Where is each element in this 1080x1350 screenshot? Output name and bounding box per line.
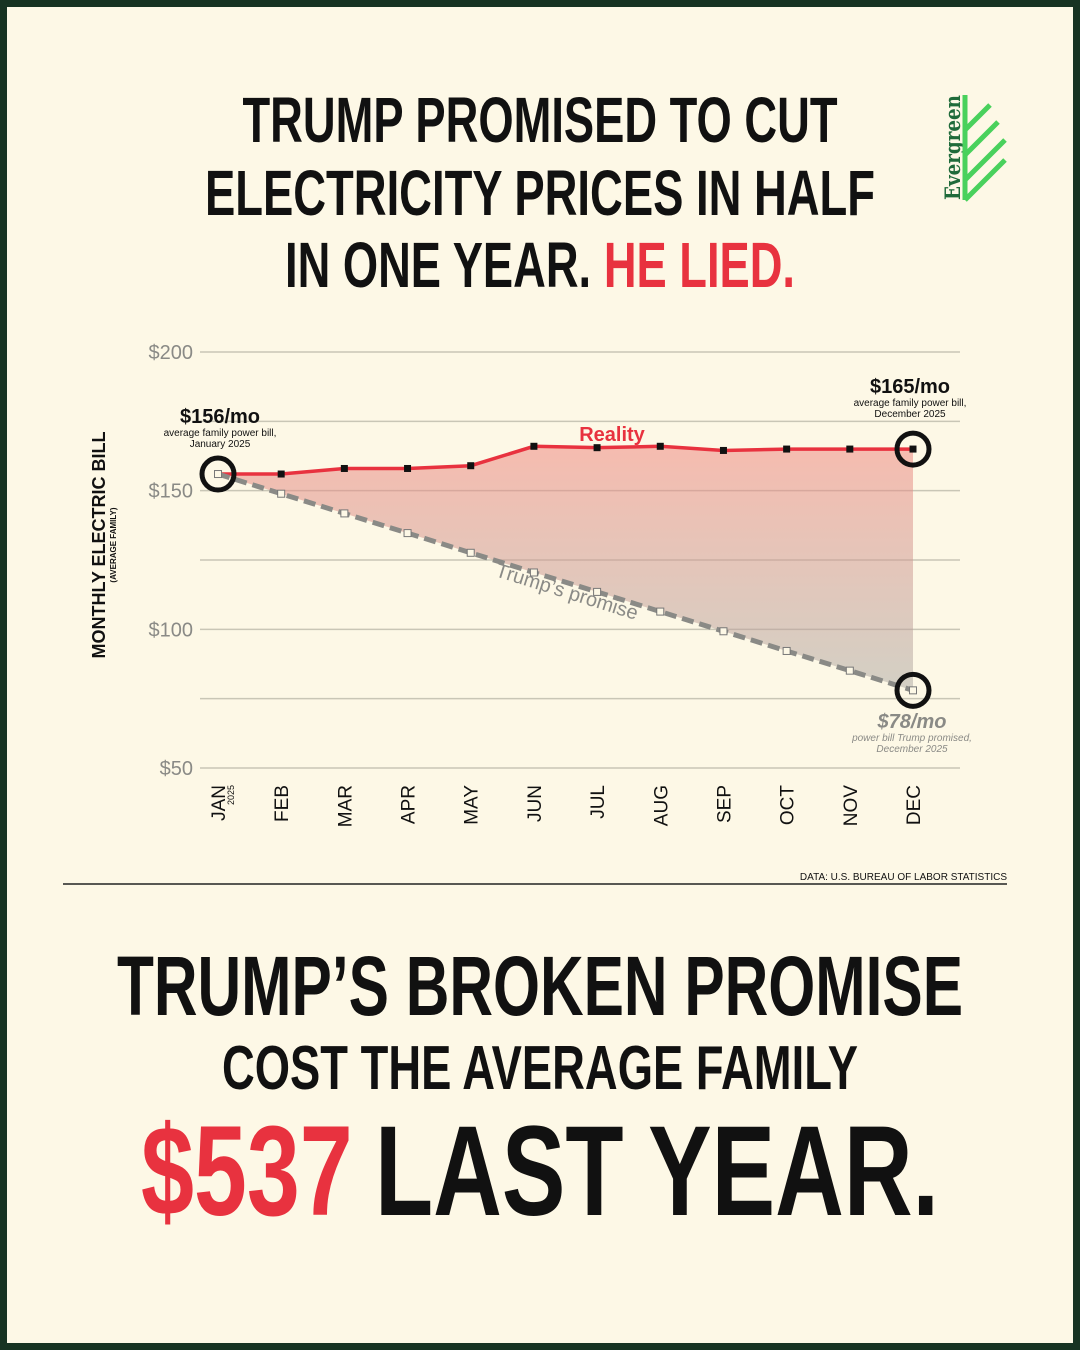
source: DATA: U.S. BUREAU OF LABOR STATISTICS	[800, 872, 1007, 883]
x-tick-label: OCT	[778, 785, 799, 826]
bottom-message: TRUMP’S BROKEN PROMISE COST THE AVERAGE …	[117, 939, 963, 1243]
point	[909, 445, 917, 453]
logo-mark	[962, 95, 1007, 202]
x-tick-label: MAY	[462, 785, 483, 825]
point	[845, 666, 854, 675]
x-tick-label: SEP	[714, 785, 735, 823]
title-line: ELECTRICITY PRICES IN HALF	[205, 157, 875, 229]
point	[846, 445, 854, 453]
point	[214, 470, 222, 479]
point	[783, 445, 791, 453]
annotation-note: average family power bill,	[854, 398, 967, 409]
point	[656, 442, 664, 450]
point	[719, 446, 727, 454]
x-tick-year: 2025	[226, 785, 236, 805]
point	[719, 627, 728, 636]
annotation-value: $165/mo	[870, 376, 950, 398]
chart: $50 $100 $150 $200 MONTHLY ELECTRIC BILL (AVE…	[89, 342, 972, 827]
y-tick-label: $50	[160, 758, 193, 780]
title-text: IN ONE YEAR.	[285, 229, 591, 301]
point	[909, 686, 917, 695]
series-line	[218, 444, 913, 476]
series-label: Reality	[579, 424, 645, 446]
y-tick-label: $150	[149, 481, 194, 503]
y-tick-label: $100	[149, 619, 194, 641]
x-tick-label: AUG	[651, 785, 672, 826]
series-line	[217, 471, 914, 693]
x-tick-label: MAR	[335, 785, 356, 827]
point	[340, 509, 349, 518]
x-tick-label: APR	[399, 785, 420, 824]
logo: Evergreen	[940, 95, 1007, 202]
message-text: LAST YEAR.	[375, 1100, 939, 1243]
message-highlight: $537	[141, 1100, 353, 1243]
point	[782, 646, 791, 655]
point	[340, 464, 348, 472]
y-tick-label: $200	[149, 342, 194, 364]
point	[656, 607, 665, 616]
point	[466, 548, 475, 557]
message-line: $537LAST YEAR.	[141, 1100, 939, 1243]
x-tick-label: NOV	[841, 785, 862, 827]
title-line: TRUMP PROMISED TO CUT	[243, 84, 838, 156]
y-axis-title: MONTHLY ELECTRIC BILL	[89, 431, 109, 658]
message-line: COST THE AVERAGE FAMILY	[222, 1034, 858, 1103]
highlight-ring	[199, 455, 237, 493]
x-tick-label: FEB	[272, 785, 293, 822]
annotation-note: power bill Trump promised,	[851, 733, 972, 744]
annotation-value: $78/mo	[877, 711, 947, 733]
y-axis-subtitle: (AVERAGE FAMILY)	[109, 507, 118, 582]
gap-area	[218, 446, 913, 691]
annotation-note: average family power bill,	[164, 428, 277, 439]
highlight-ring	[894, 671, 932, 709]
x-tick-label: JAN	[209, 785, 230, 821]
x-tick-label: JUN	[525, 785, 546, 822]
message-line: TRUMP’S BROKEN PROMISE	[117, 939, 963, 1033]
annotation-note: December 2025	[874, 409, 946, 420]
point	[467, 462, 475, 470]
logo-text: Evergreen	[940, 95, 965, 200]
point	[529, 568, 538, 577]
annotation-note: January 2025	[190, 439, 251, 450]
x-tick-label: JUL	[588, 785, 609, 819]
x-tick-label: DEC	[904, 785, 925, 825]
point	[277, 489, 286, 498]
title-highlight: HE LIED.	[604, 229, 795, 301]
title: TRUMP PROMISED TO CUT ELECTRICITY PRICES…	[205, 84, 875, 301]
annotation-note: December 2025	[876, 744, 948, 755]
point	[403, 529, 412, 538]
point	[404, 464, 412, 472]
highlight-ring	[894, 430, 932, 468]
point	[593, 444, 601, 452]
point	[593, 587, 602, 596]
point	[277, 470, 285, 478]
title-line: IN ONE YEAR.HE LIED.	[285, 229, 795, 301]
point	[530, 442, 538, 450]
annotation-value: $156/mo	[180, 406, 260, 428]
